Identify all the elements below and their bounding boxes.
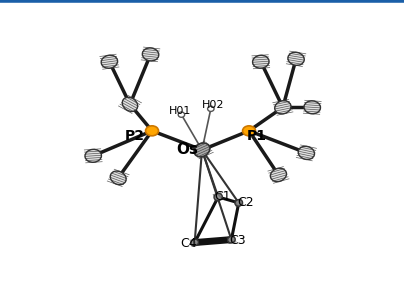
Ellipse shape	[227, 236, 235, 243]
Ellipse shape	[242, 126, 255, 136]
Ellipse shape	[191, 239, 198, 246]
Ellipse shape	[101, 55, 118, 68]
Ellipse shape	[270, 168, 286, 182]
Text: Os: Os	[176, 142, 198, 158]
Ellipse shape	[194, 143, 210, 157]
Text: C1: C1	[215, 190, 231, 203]
Text: C3: C3	[229, 234, 246, 247]
Ellipse shape	[275, 101, 291, 114]
Text: H02: H02	[202, 100, 225, 110]
Ellipse shape	[110, 171, 126, 185]
Ellipse shape	[145, 126, 158, 136]
Ellipse shape	[288, 52, 304, 65]
Ellipse shape	[304, 101, 320, 114]
Text: P2: P2	[125, 129, 145, 143]
Text: P1: P1	[246, 129, 266, 143]
Ellipse shape	[235, 200, 242, 206]
Ellipse shape	[214, 193, 222, 201]
Text: H01: H01	[169, 106, 191, 116]
Text: C4: C4	[180, 237, 196, 250]
Text: C2: C2	[237, 196, 254, 209]
Ellipse shape	[208, 106, 214, 111]
Ellipse shape	[85, 149, 101, 162]
Ellipse shape	[142, 48, 159, 61]
Ellipse shape	[298, 146, 314, 159]
Ellipse shape	[178, 112, 185, 117]
Ellipse shape	[122, 97, 138, 111]
Ellipse shape	[252, 55, 269, 68]
